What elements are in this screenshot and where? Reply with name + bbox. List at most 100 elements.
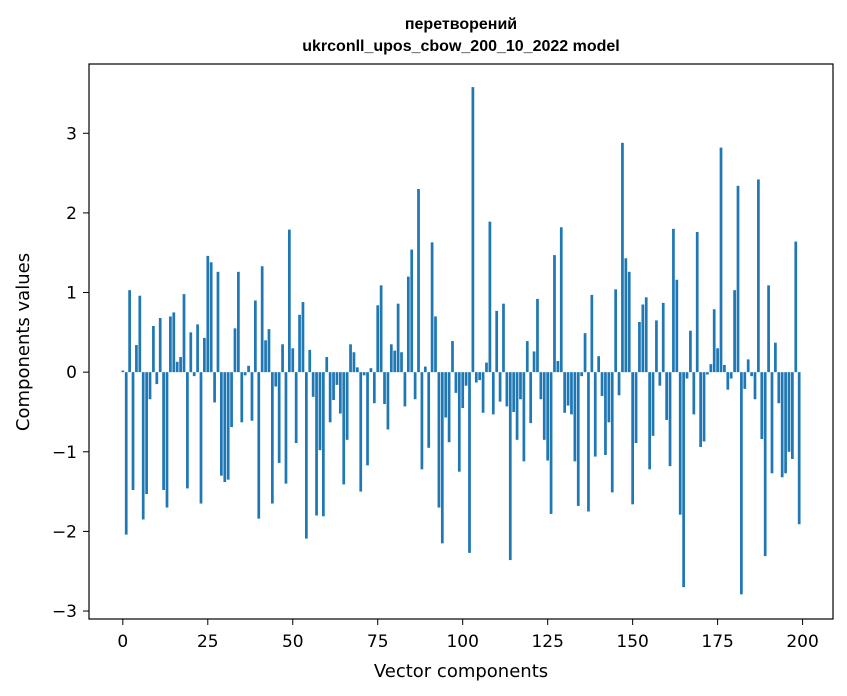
bar-168: [692, 372, 696, 415]
bar-90: [427, 372, 431, 448]
bar-141: [600, 372, 604, 397]
bar-7: [145, 372, 148, 494]
bar-138: [590, 294, 594, 373]
bar-108: [488, 221, 492, 373]
bar-14: [169, 316, 172, 373]
bar-155: [648, 372, 651, 470]
y-tick-label--3: −3: [52, 602, 77, 622]
bar-133: [573, 372, 577, 462]
bar-104: [474, 372, 478, 383]
bar-177: [723, 364, 726, 373]
bar-181: [736, 185, 740, 373]
bar-45: [274, 372, 278, 387]
bar-55: [308, 349, 312, 373]
bar-142: [604, 372, 607, 455]
bar-10: [155, 372, 159, 385]
bar-178: [726, 372, 730, 390]
bar-0: [121, 370, 125, 373]
bar-192: [774, 342, 777, 373]
bar-2: [128, 290, 131, 373]
bar-139: [593, 372, 597, 457]
bar-111: [498, 372, 502, 402]
bar-174: [712, 309, 716, 373]
bar-83: [403, 372, 407, 407]
y-tick-label-0: 0: [66, 363, 77, 383]
bar-6: [141, 372, 145, 520]
bar-68: [352, 352, 356, 373]
bar-88: [420, 372, 424, 470]
bar-159: [661, 302, 665, 373]
bar-87: [417, 189, 420, 373]
bar-182: [740, 372, 743, 595]
bar-173: [709, 364, 713, 373]
bar-180: [733, 290, 736, 373]
bar-124: [542, 372, 546, 440]
bar-93: [437, 372, 441, 508]
bar-130: [563, 372, 567, 413]
bar-115: [512, 372, 516, 412]
bar-49: [288, 229, 291, 373]
bar-43: [267, 329, 271, 373]
bar-75: [376, 305, 380, 373]
bar-54: [304, 372, 308, 539]
bar-187: [757, 179, 760, 373]
bar-152: [638, 321, 641, 373]
bar-33: [233, 328, 237, 373]
bar-191: [770, 372, 774, 474]
bar-86: [413, 372, 417, 400]
bar-50: [291, 348, 295, 373]
bar-113: [505, 372, 509, 407]
bar-53: [301, 302, 305, 373]
bar-194: [780, 372, 784, 478]
bar-171: [702, 372, 706, 442]
bar-116: [515, 372, 519, 440]
bar-154: [644, 297, 648, 373]
bar-63: [335, 372, 339, 385]
bar-96: [447, 372, 451, 443]
bar-27: [213, 372, 216, 403]
x-tick-label-150: 150: [616, 632, 648, 652]
bar-85: [410, 249, 414, 373]
bar-136: [583, 333, 587, 373]
bar-188: [760, 372, 764, 440]
y-tick-label-2: 2: [66, 204, 77, 224]
bar-66: [345, 372, 349, 440]
y-axis-label: Components values: [13, 253, 34, 431]
bar-74: [372, 372, 376, 404]
bar-127: [553, 255, 556, 373]
bar-140: [597, 356, 601, 373]
bar-91: [430, 242, 434, 373]
bar-12: [162, 372, 165, 491]
bar-193: [777, 372, 781, 404]
bar-80: [393, 350, 397, 373]
bar-190: [767, 285, 770, 373]
bar-128: [556, 361, 560, 373]
bar-123: [539, 372, 543, 400]
bar-103: [471, 87, 475, 373]
bar-32: [230, 372, 233, 428]
bar-19: [186, 372, 189, 489]
bar-189: [763, 372, 767, 557]
bar-11: [158, 318, 162, 373]
bar-170: [699, 372, 702, 448]
bar-94: [440, 372, 444, 544]
bar-79: [389, 344, 393, 373]
bar-158: [658, 372, 662, 386]
bar-196: [787, 372, 791, 452]
bar-176: [719, 147, 723, 373]
bar-1: [124, 372, 128, 535]
bar-146: [617, 372, 621, 396]
x-tick-label-100: 100: [446, 632, 478, 652]
bar-105: [478, 372, 482, 381]
bar-25: [206, 255, 210, 373]
bar-165: [682, 372, 685, 588]
bar-39: [254, 300, 257, 373]
chart-title-line1: перетворений: [405, 16, 517, 33]
bar-153: [641, 304, 645, 373]
bar-135: [580, 372, 584, 377]
bar-100: [461, 372, 465, 408]
x-tick-label-25: 25: [197, 632, 219, 652]
bar-44: [271, 372, 274, 504]
bar-81: [396, 303, 400, 373]
